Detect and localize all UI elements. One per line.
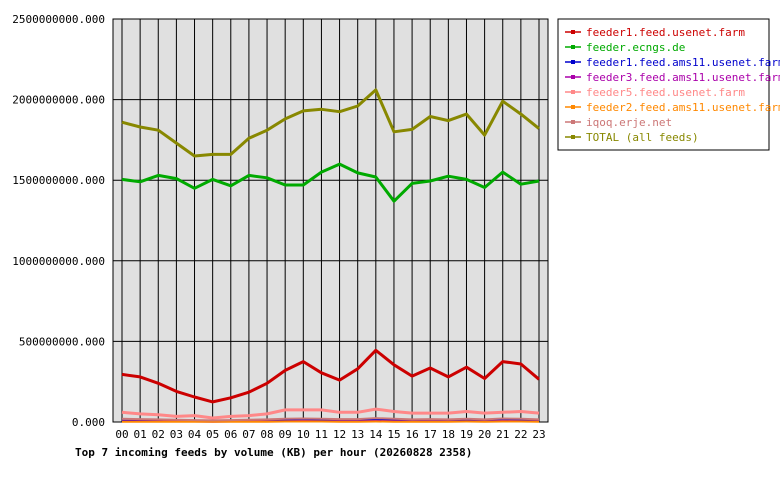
x-tick-label: 17 [424, 428, 437, 441]
legend-marker [571, 75, 575, 79]
legend-label: TOTAL (all feeds) [586, 131, 699, 144]
x-tick-label: 02 [152, 428, 165, 441]
legend-marker [571, 30, 575, 34]
y-tick-label: 2000000000.000 [12, 94, 105, 107]
x-tick-label: 05 [206, 428, 219, 441]
plot-background [113, 19, 548, 422]
x-tick-label: 23 [532, 428, 545, 441]
x-tick-label: 18 [442, 428, 455, 441]
series-line [121, 407, 540, 420]
y-axis: 0.000 500000000.000 1000000000.000 15000000… [12, 13, 105, 429]
x-tick-label: 20 [478, 428, 491, 441]
x-tick-label: 08 [260, 428, 273, 441]
chart-title: Top 7 incoming feeds by volume (KB) per … [75, 446, 472, 459]
x-tick-label: 00 [115, 428, 128, 441]
x-tick-label: 01 [134, 428, 147, 441]
legend-label: feeder.ecngs.de [586, 41, 685, 54]
x-tick-label: 14 [369, 428, 383, 441]
x-tick-label: 16 [405, 428, 418, 441]
x-tick-label: 06 [224, 428, 237, 441]
legend: feeder1.feed.usenet.farm feeder.ecngs.de f… [557, 18, 780, 151]
legend-label: feeder5.feed.usenet.farm [586, 86, 745, 99]
y-tick-label: 2500000000.000 [12, 13, 105, 26]
y-tick-label: 500000000.000 [19, 335, 105, 348]
series-line [121, 162, 540, 203]
x-tick-label: 09 [279, 428, 292, 441]
series-lines [121, 88, 540, 423]
y-tick-label: 1500000000.000 [12, 174, 105, 187]
legend-marker [571, 135, 575, 139]
legend-marker [571, 90, 575, 94]
x-tick-label: 13 [351, 428, 364, 441]
x-axis: 00 01 02 03 04 05 06 07 08 09 10 11 12 13 14 15 16 17 18 19… [115, 428, 545, 441]
legend-marker [571, 60, 575, 64]
x-tick-label: 21 [496, 428, 509, 441]
legend-label: feeder1.feed.usenet.farm [586, 26, 745, 39]
series-line [121, 348, 540, 404]
x-tick-label: 12 [333, 428, 346, 441]
legend-marker [571, 105, 575, 109]
series-line [121, 417, 540, 422]
series-line [121, 88, 540, 158]
x-tick-label: 07 [242, 428, 255, 441]
legend-box [557, 18, 770, 151]
y-tick-label: 1000000000.000 [12, 255, 105, 268]
x-tick-label: 19 [460, 428, 473, 441]
legend-marker [571, 120, 575, 124]
legend-label: feeder3.feed.ams11.usenet.farm [586, 71, 780, 84]
y-tick-label: 0.000 [72, 416, 105, 429]
x-tick-label: 03 [170, 428, 183, 441]
x-tick-label: 22 [514, 428, 527, 441]
legend-label: iqoq.erje.net [586, 116, 672, 129]
legend-label: feeder2.feed.ams11.usenet.farm [586, 101, 780, 114]
x-tick-label: 10 [297, 428, 310, 441]
legend-marker [571, 45, 575, 49]
x-tick-label: 11 [315, 428, 328, 441]
x-tick-label: 04 [188, 428, 202, 441]
legend-label: feeder1.feed.ams11.usenet.farm [586, 56, 780, 69]
x-tick-label: 15 [387, 428, 400, 441]
